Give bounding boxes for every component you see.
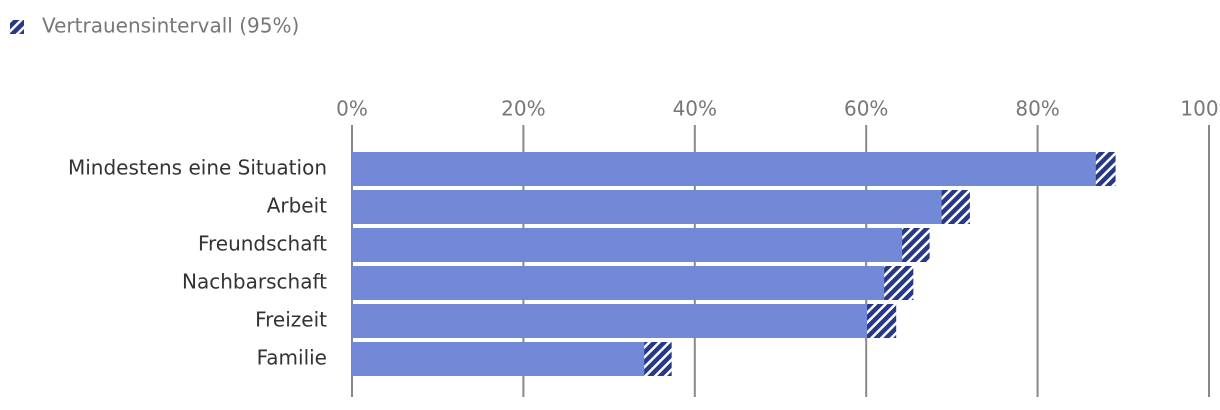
confidence-interval: [867, 304, 897, 338]
confidence-interval: [644, 342, 672, 376]
y-tick-label: Mindestens eine Situation: [68, 156, 327, 180]
x-tick-label: 40%: [673, 97, 717, 121]
x-tick-label: 60%: [844, 97, 888, 121]
confidence-interval: [902, 228, 930, 262]
x-tick-label: 20%: [501, 97, 545, 121]
y-tick-label: Freizeit: [255, 308, 327, 332]
x-tick-label: 80%: [1015, 97, 1059, 121]
y-tick-label: Familie: [257, 346, 327, 370]
y-tick-label: Nachbarschaft: [182, 270, 327, 294]
bar: [352, 266, 899, 300]
confidence-interval: [941, 190, 970, 224]
legend-swatch: [10, 20, 24, 34]
confidence-interval: [884, 266, 914, 300]
bar: [352, 228, 916, 262]
x-tick-label: 100%: [1180, 97, 1220, 121]
y-tick-label: Freundschaft: [198, 232, 327, 256]
bar: [352, 342, 658, 376]
bar: [352, 304, 882, 338]
y-tick-label: Arbeit: [267, 194, 327, 218]
legend-label: Vertrauensintervall (95%): [42, 14, 299, 38]
confidence-interval: [1095, 152, 1116, 186]
x-tick-label: 0%: [336, 97, 368, 121]
bar: [352, 190, 957, 224]
bar: [352, 152, 1107, 186]
